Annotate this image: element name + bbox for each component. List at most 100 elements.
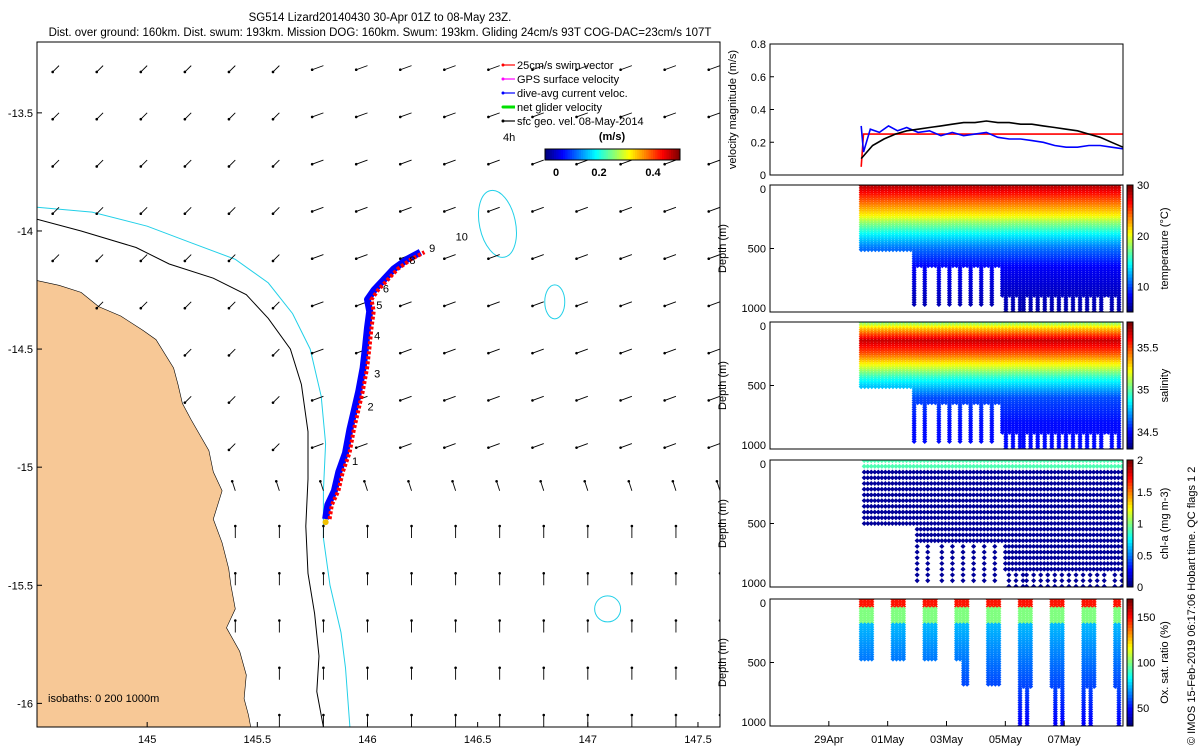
current-arrow-head [619, 68, 622, 72]
x-tick-label: 145 [138, 734, 156, 746]
current-arrow-head [271, 212, 275, 216]
current-arrow-head [619, 162, 622, 166]
temp-colorbar-cell [1127, 302, 1133, 307]
current-arrow-head [575, 257, 578, 261]
current-arrow [52, 207, 60, 215]
speed-colorbar-cell [601, 149, 604, 160]
temp-colorbar-cell [1127, 270, 1133, 275]
current-arrow [532, 206, 544, 212]
current-arrow-head [410, 524, 413, 528]
current-arrow [272, 112, 280, 120]
current-arrow-head [183, 259, 187, 263]
speed-colorbar-cell [612, 149, 616, 160]
current-arrow-head [531, 446, 534, 449]
current-arrow-head [51, 165, 54, 168]
speed-colorbar-cell [648, 149, 652, 160]
current-arrow-head [95, 70, 99, 74]
current-arrow [400, 348, 412, 354]
temp-sample [1105, 292, 1111, 298]
current-arrow [96, 159, 104, 167]
current-arrow [444, 348, 456, 354]
speed-colorbar-cell [646, 149, 649, 160]
legend-marker [501, 105, 505, 109]
current-arrow-head [139, 165, 143, 168]
current-arrow [488, 159, 500, 165]
current-arrow-head [443, 446, 446, 449]
current-arrow-head [95, 259, 99, 263]
current-arrow-head [410, 713, 413, 717]
velocity-ylabel: velocity magnitude (m/s) [727, 50, 739, 169]
temp-colorbar-cell [1127, 204, 1133, 208]
isobath-1000m [37, 206, 351, 727]
current-arrow-head [630, 571, 634, 575]
speed-colorbar-cell [673, 149, 676, 160]
current-arrow-head [183, 401, 187, 404]
speed-colorbar-cell [565, 149, 568, 160]
current-arrow-head [233, 524, 237, 528]
velocity-y-tick-label: 0.6 [751, 72, 766, 84]
current-arrow [311, 254, 324, 260]
speed-colorbar-cell [574, 149, 577, 160]
temp-colorbar-cell [1127, 258, 1133, 262]
current-arrow [184, 254, 192, 262]
current-arrow-head [674, 619, 678, 622]
sal-plot-area [858, 322, 1122, 449]
current-arrow-head [398, 257, 402, 261]
speed-colorbar-cell [677, 149, 681, 160]
current-arrow-head [410, 571, 413, 575]
temp-colorbar-cell [1127, 223, 1133, 227]
speed-colorbar-cell [653, 149, 656, 160]
track-day-label: 10 [456, 231, 468, 243]
x-tick-label: 147 [579, 734, 597, 746]
legend-entry: GPS surface velocity [517, 74, 620, 86]
current-arrow [488, 254, 500, 260]
temp-sample [1077, 308, 1083, 312]
current-arrow-head [443, 115, 446, 119]
current-arrow-head [498, 524, 501, 528]
y-tick-label: -14 [17, 226, 33, 238]
current-arrow-head [407, 479, 410, 483]
speed-colorbar-cell [659, 149, 663, 160]
sal-sample [901, 384, 907, 390]
temp-sample [982, 263, 988, 269]
current-arrow-head [271, 165, 275, 168]
current-arrow-head [443, 257, 446, 261]
map-frame [36, 41, 721, 728]
current-arrow-head [674, 666, 678, 670]
temp-colorbar-cell [1127, 210, 1133, 215]
current-arrow [532, 395, 544, 401]
current-arrow-head [715, 479, 719, 483]
current-arrow [184, 301, 192, 309]
current-arrow [708, 206, 720, 212]
temp-sample [939, 263, 945, 269]
current-arrow-head [707, 446, 711, 449]
current-arrow-head [443, 399, 446, 402]
current-arrow [184, 395, 192, 403]
current-arrow-head [619, 304, 622, 308]
temp-sample [1109, 308, 1115, 312]
temp-colorbar-label: temperature (°C) [1159, 207, 1171, 289]
temp-colorbar-cell [1127, 216, 1133, 221]
current-arrow [228, 159, 236, 167]
current-arrow-head [454, 571, 457, 575]
current-arrow [228, 301, 236, 309]
current-arrow [272, 159, 280, 167]
current-arrow-head [398, 115, 402, 119]
current-arrow [532, 348, 544, 354]
y-tick-label: -15 [17, 462, 33, 474]
speed-colorbar-cell [657, 149, 661, 160]
speed-colorbar-cell [581, 149, 584, 160]
current-arrow-head [707, 351, 711, 355]
current-arrow [444, 206, 456, 212]
current-arrow [228, 254, 236, 262]
temp-sample [946, 301, 952, 308]
speed-colorbar-cell [614, 149, 618, 160]
current-arrow-head [227, 259, 231, 263]
current-arrow [444, 254, 456, 260]
speed-colorbar-cell [603, 149, 607, 160]
isobath-label: isobaths: 0 200 1000m [48, 693, 159, 705]
temp-colorbar-cell [1127, 283, 1133, 288]
track-day-label: 6 [383, 283, 389, 295]
current-arrow [620, 348, 633, 354]
current-arrow [356, 206, 368, 212]
